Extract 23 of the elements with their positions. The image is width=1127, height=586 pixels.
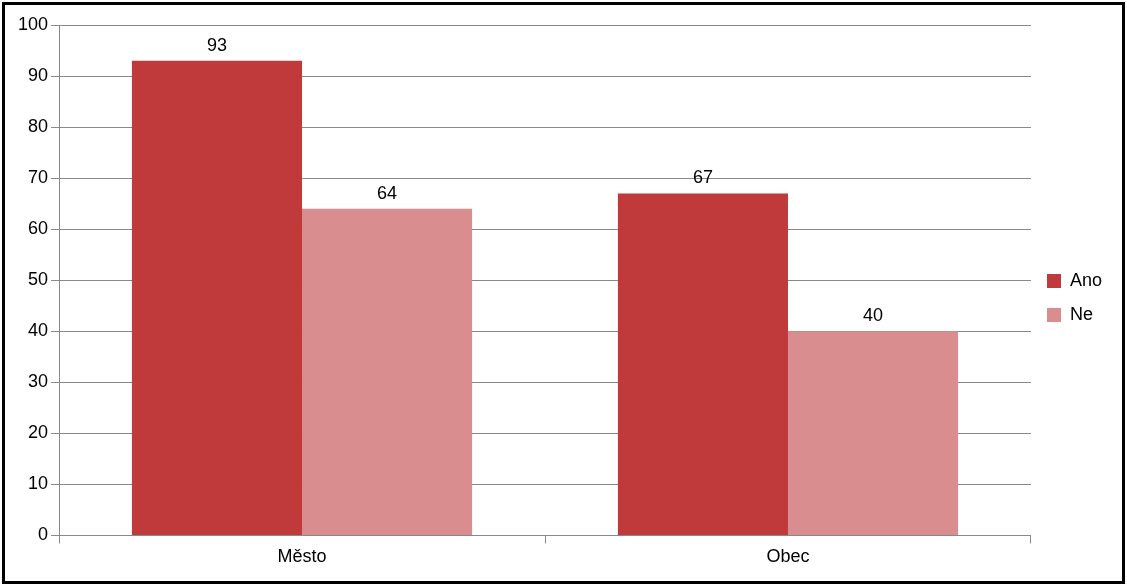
y-tick-label: 50 xyxy=(28,269,49,290)
y-tick-label: 20 xyxy=(28,422,49,443)
y-tick-label: 100 xyxy=(17,13,49,34)
bar xyxy=(302,208,473,535)
data-label: 67 xyxy=(692,167,713,188)
data-label: 40 xyxy=(863,305,884,326)
x-tick-label: Obec xyxy=(766,546,810,567)
y-tick-label: 70 xyxy=(28,167,49,188)
y-tick-label: 40 xyxy=(28,320,49,341)
x-tick-label: Město xyxy=(277,546,327,567)
y-tick-label: 10 xyxy=(28,473,49,494)
y-tick-label: 30 xyxy=(28,371,49,392)
legend-label: Ne xyxy=(1069,303,1093,324)
y-tick-label: 90 xyxy=(28,65,49,86)
bar xyxy=(617,193,788,535)
bar xyxy=(131,60,303,535)
y-tick-label: 0 xyxy=(38,524,49,545)
data-label: 64 xyxy=(377,182,398,203)
legend-label: Ano xyxy=(1069,269,1102,290)
y-tick-label: 60 xyxy=(28,218,49,239)
bar xyxy=(787,331,959,535)
y-tick-label: 80 xyxy=(28,116,49,137)
data-label: 93 xyxy=(206,34,227,55)
